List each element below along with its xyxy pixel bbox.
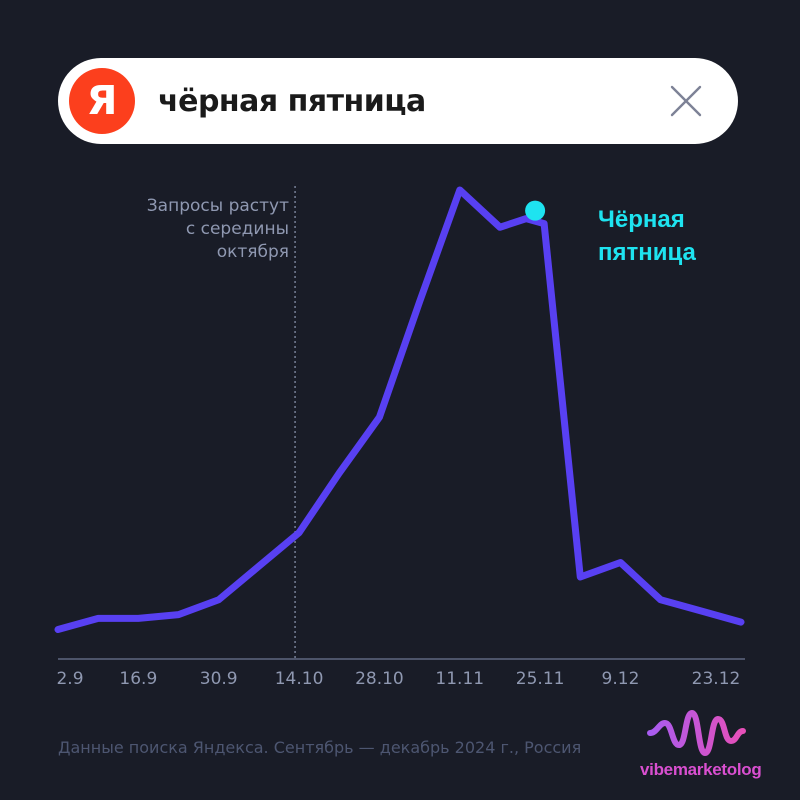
callout-line-1: Чёрная — [598, 206, 685, 233]
callout-line-2: пятница — [598, 239, 696, 266]
logo-letter: Я — [86, 78, 118, 124]
x-tick-label: 30.9 — [200, 669, 238, 689]
note-line-1: Запросы растут — [146, 196, 289, 216]
search-bar[interactable]: Я чёрная пятница — [58, 58, 738, 144]
x-tick-label: 14.10 — [275, 669, 324, 689]
x-tick-label: 11.11 — [435, 669, 484, 689]
wave-logo-icon — [647, 709, 746, 757]
brand-badge: vibemarketolog — [640, 705, 765, 785]
highlight-label: Чёрная пятница — [598, 203, 696, 269]
close-icon[interactable] — [668, 83, 704, 119]
x-tick-label: 2.9 — [56, 669, 83, 689]
source-note: Данные поиска Яндекса. Сентябрь — декабр… — [58, 738, 582, 757]
series-line — [54, 186, 745, 634]
highlight-point — [525, 200, 546, 221]
note-line-3: октября — [216, 242, 289, 262]
x-tick-label: 9.12 — [602, 669, 640, 689]
search-query[interactable]: чёрная пятница — [158, 83, 426, 119]
x-tick-label: 25.11 — [516, 669, 565, 689]
x-tick-label: 23.12 — [692, 669, 741, 689]
brand-name: vibemarketolog — [640, 760, 762, 779]
x-tick-label: 28.10 — [355, 669, 404, 689]
yandex-logo-icon: Я — [69, 68, 135, 134]
annotation-note: Запросы растут с середины октября — [69, 195, 289, 264]
x-tick-label: 16.9 — [119, 669, 157, 689]
note-line-2: с середины — [185, 219, 289, 239]
